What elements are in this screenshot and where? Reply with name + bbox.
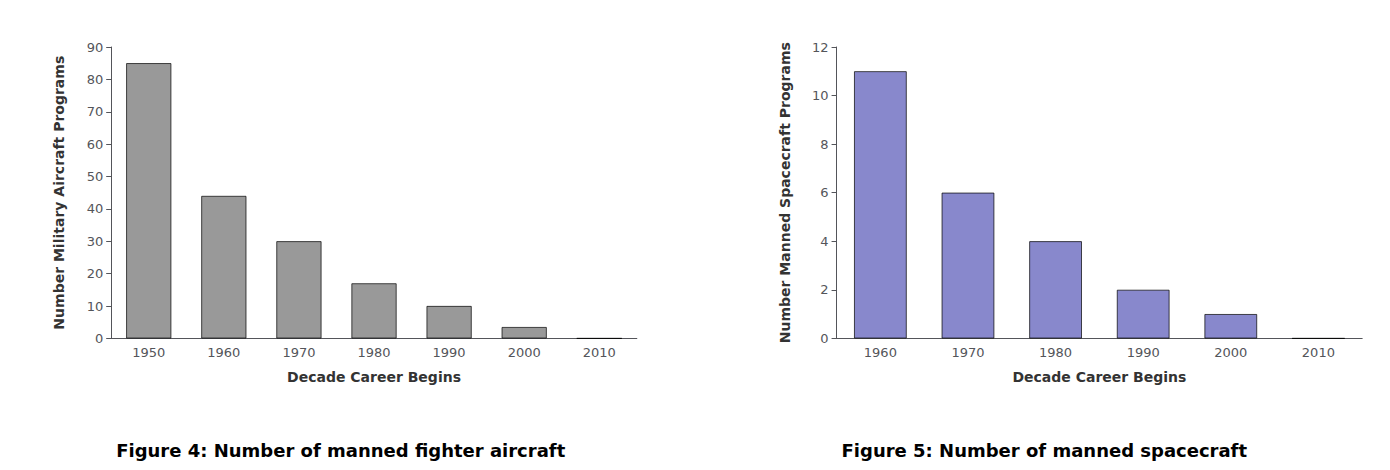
svg-text:1990: 1990 — [433, 345, 466, 360]
svg-text:Figure 4: Number of manned fig: Figure 4: Number of manned fighter aircr… — [116, 440, 565, 461]
svg-text:50: 50 — [87, 169, 104, 184]
svg-text:12: 12 — [812, 40, 829, 55]
svg-text:1950: 1950 — [132, 345, 165, 360]
svg-text:0: 0 — [820, 331, 828, 346]
svg-text:2000: 2000 — [508, 345, 541, 360]
svg-text:1970: 1970 — [951, 345, 984, 360]
svg-text:Figure 5: Number of manned spa: Figure 5: Number of manned spacecraft — [842, 440, 1248, 461]
svg-text:70: 70 — [87, 104, 104, 119]
svg-text:90: 90 — [87, 40, 104, 55]
svg-text:40: 40 — [87, 201, 104, 216]
svg-text:1960: 1960 — [864, 345, 897, 360]
svg-text:2: 2 — [820, 282, 828, 297]
svg-text:6: 6 — [820, 185, 828, 200]
svg-text:4: 4 — [820, 234, 828, 249]
svg-text:1960: 1960 — [207, 345, 240, 360]
svg-text:10: 10 — [812, 88, 829, 103]
svg-text:1970: 1970 — [282, 345, 315, 360]
svg-text:1990: 1990 — [1127, 345, 1160, 360]
svg-text:Decade Career Begins: Decade Career Begins — [287, 369, 461, 385]
svg-text:1980: 1980 — [357, 345, 390, 360]
svg-text:8: 8 — [820, 137, 828, 152]
svg-text:Decade Career Begins: Decade Career Begins — [1012, 369, 1186, 385]
svg-text:2010: 2010 — [583, 345, 616, 360]
svg-text:2010: 2010 — [1302, 345, 1335, 360]
svg-text:60: 60 — [87, 137, 104, 152]
svg-text:10: 10 — [87, 299, 104, 314]
svg-text:Number Manned Spacecraft Progr: Number Manned Spacecraft Programs — [777, 42, 793, 343]
svg-text:Number Military Aircraft Progr: Number Military Aircraft Programs — [51, 56, 67, 330]
svg-text:20: 20 — [87, 266, 104, 281]
svg-text:1980: 1980 — [1039, 345, 1072, 360]
svg-text:30: 30 — [87, 234, 104, 249]
svg-text:2000: 2000 — [1214, 345, 1247, 360]
svg-text:80: 80 — [87, 72, 104, 87]
svg-text:0: 0 — [95, 331, 103, 346]
